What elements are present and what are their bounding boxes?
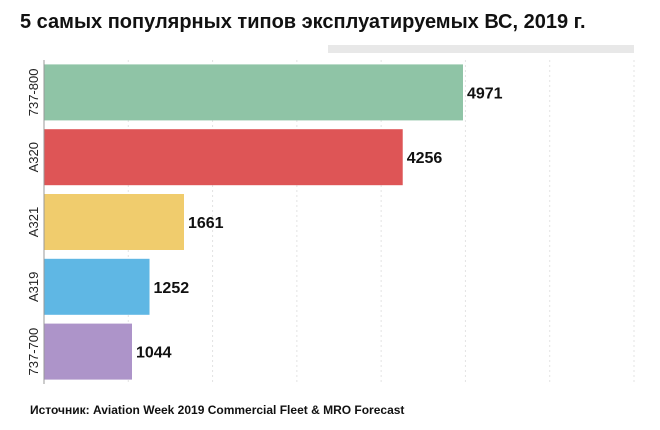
category-tick-label: A319 <box>26 272 41 302</box>
chart-title: 5 самых популярных типов эксплуатируемых… <box>20 11 586 33</box>
category-tick-label: A320 <box>26 142 41 172</box>
bar <box>44 194 184 250</box>
title-underline-left <box>20 45 328 53</box>
bar <box>44 64 463 121</box>
bar <box>44 323 132 380</box>
bar-value-label: 1044 <box>136 345 172 362</box>
category-axis: 737-800 A320 A321 A319 737-700 <box>26 60 45 384</box>
title-underline <box>20 45 634 53</box>
bar-value-label: 4256 <box>407 150 443 167</box>
bar-value-label: 1661 <box>188 215 224 232</box>
bars: 4971 4256 1661 1252 1044 <box>44 64 503 380</box>
source-note: Источник: Aviation Week 2019 Commercial … <box>30 403 405 417</box>
category-tick-label: A321 <box>26 207 41 237</box>
bar-value-label: 1252 <box>154 280 190 297</box>
title-underline-right <box>328 45 634 53</box>
category-tick-label: 737-700 <box>26 328 41 376</box>
bar <box>44 129 403 186</box>
category-tick-label: 737-800 <box>26 69 41 117</box>
bar <box>44 258 150 315</box>
bar-value-label: 4971 <box>467 85 503 102</box>
